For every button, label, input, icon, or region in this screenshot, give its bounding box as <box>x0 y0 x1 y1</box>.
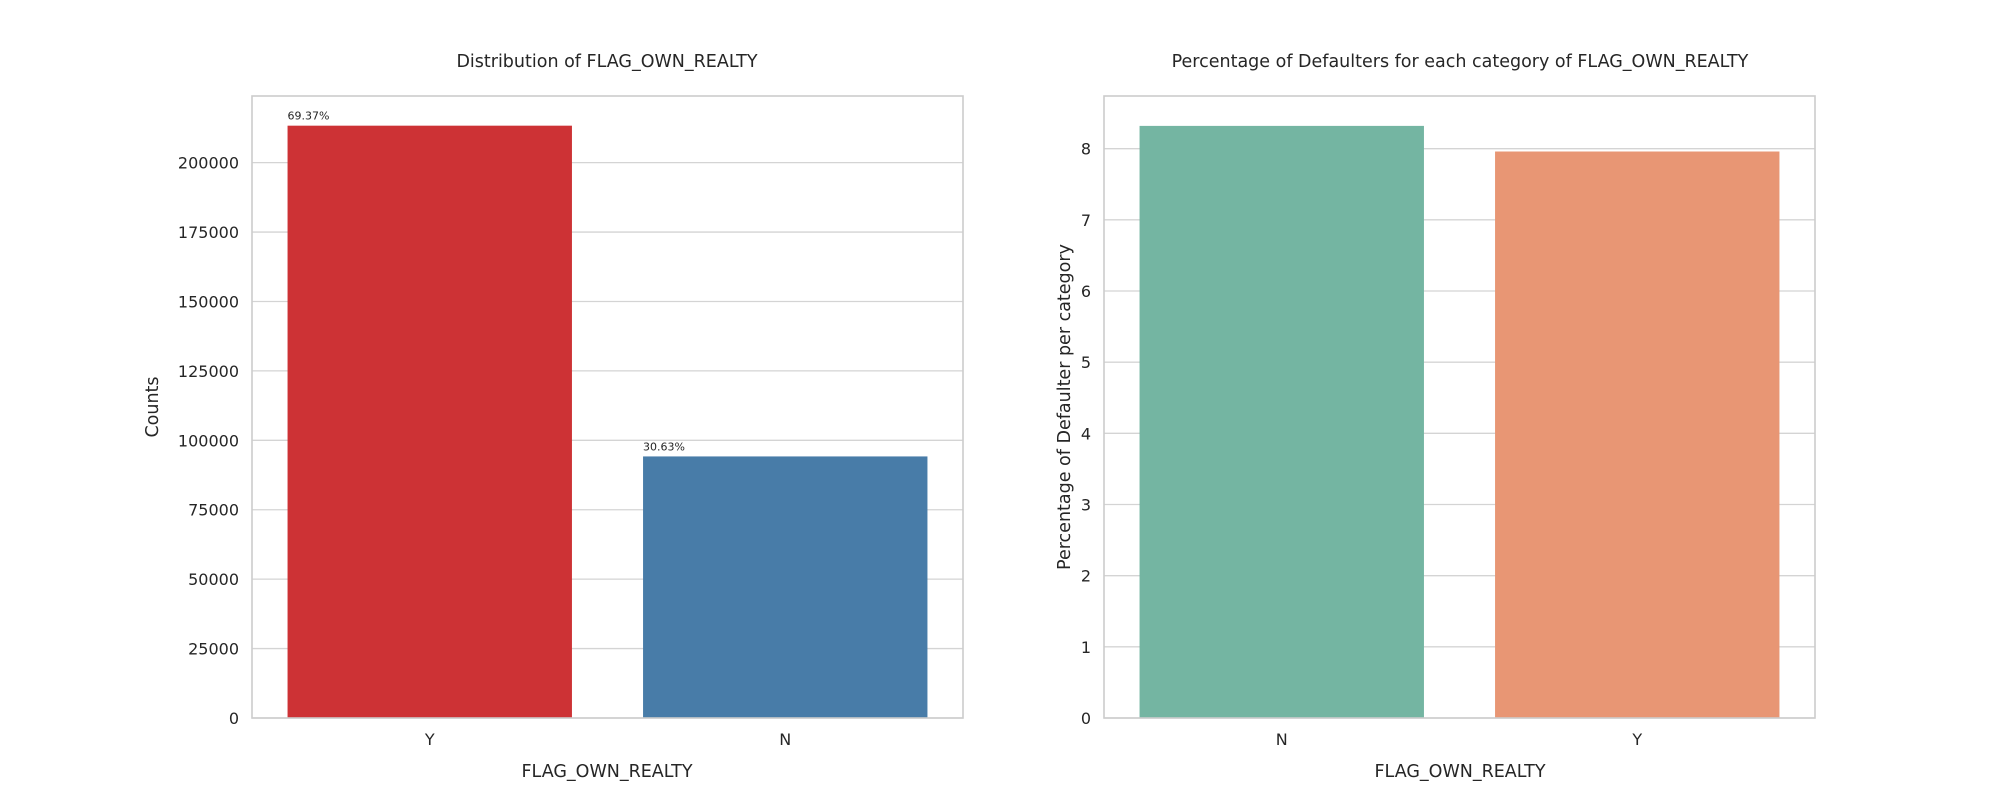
chart-title: Distribution of FLAG_OWN_REALTY <box>456 52 757 72</box>
y-tick-label: 0 <box>229 709 239 728</box>
y-tick-labels: 0 25000 50000 75000 100000 125000 150000 175000… <box>178 154 239 728</box>
bars <box>1139 125 1780 719</box>
y-tick-label: 6 <box>1081 282 1091 301</box>
y-tick-label: 3 <box>1081 495 1091 514</box>
plot-frame <box>1103 95 1816 719</box>
y-tick-label: 0 <box>1081 709 1091 728</box>
y-tick-label: 1 <box>1081 638 1091 657</box>
y-tick-label: 50000 <box>188 570 239 589</box>
x-tick-label: Y <box>1631 730 1642 749</box>
bar <box>643 456 928 718</box>
bar-data-label: 30.63% <box>643 440 685 453</box>
y-tick-label: 25000 <box>188 640 239 659</box>
y-tick-label: 75000 <box>188 501 239 520</box>
x-tick-label: N <box>779 730 791 749</box>
x-axis-label: FLAG_OWN_REALTY <box>1374 762 1545 782</box>
y-axis-label: Percentage of Defaulter per category <box>1055 244 1075 570</box>
y-tick-labels: 0 1 2 3 4 5 6 7 8 <box>1081 140 1091 728</box>
y-axis-label: Counts <box>143 376 163 437</box>
x-axis-label: FLAG_OWN_REALTY <box>521 762 692 782</box>
y-tick-label: 7 <box>1081 211 1091 230</box>
y-tick-label: 100000 <box>178 431 239 450</box>
bar <box>287 125 572 718</box>
defaulter-percentage-chart: Percentage of Defaulters for each catego… <box>1055 52 1816 782</box>
data-labels: 69.37% 30.63% <box>288 110 685 454</box>
y-tick-label: 200000 <box>178 154 239 173</box>
x-tick-label: N <box>1276 730 1288 749</box>
y-tick-label: 5 <box>1081 353 1091 372</box>
bars <box>287 125 928 718</box>
bar <box>1139 125 1424 719</box>
bar-data-label: 69.37% <box>288 110 330 123</box>
y-tick-label: 4 <box>1081 424 1091 443</box>
x-tick-label: Y <box>424 730 435 749</box>
chart-title: Percentage of Defaulters for each catego… <box>1172 52 1749 72</box>
y-tick-label: 8 <box>1081 140 1091 159</box>
bar <box>1495 151 1780 718</box>
y-tick-label: 125000 <box>178 362 239 381</box>
distribution-chart: Distribution of FLAG_OWN_REALTY 69.37% 30… <box>143 52 964 782</box>
y-tick-label: 150000 <box>178 292 239 311</box>
y-tick-label: 2 <box>1081 567 1091 586</box>
plot-frame <box>251 95 964 719</box>
y-tick-label: 175000 <box>178 223 239 242</box>
